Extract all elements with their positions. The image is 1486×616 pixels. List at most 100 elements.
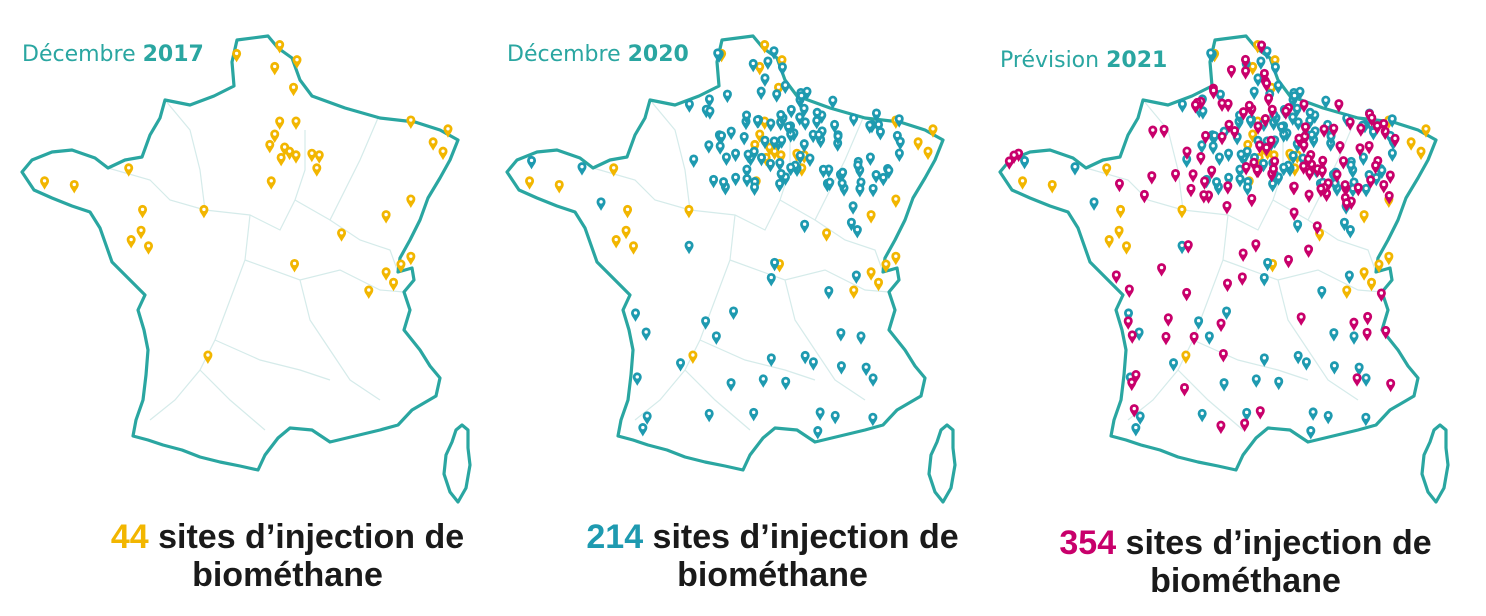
site-pin-2020 <box>713 48 723 62</box>
site-pin-2017 <box>428 137 438 151</box>
site-pin-2021 <box>1294 133 1304 148</box>
site-pin-2020 <box>1135 411 1145 425</box>
site-pin-2021 <box>1139 189 1149 204</box>
site-pin-2021 <box>1009 150 1019 164</box>
site-pin-2020 <box>760 73 770 87</box>
map-title: Décembre 2017 <box>22 42 204 67</box>
site-pin-2020 <box>1208 141 1218 155</box>
site-pin-2017 <box>866 210 876 224</box>
site-pin-2020 <box>836 328 846 342</box>
site-pin-2017 <box>1243 139 1253 154</box>
site-pin-2020 <box>837 178 847 193</box>
title-year: 2020 <box>627 42 689 67</box>
site-pin-2020 <box>1198 106 1208 120</box>
site-pin-2017 <box>891 194 901 208</box>
site-pin-2020 <box>868 183 878 198</box>
site-pin-2020 <box>1329 328 1339 342</box>
site-pin-2017 <box>69 179 79 194</box>
site-pin-2021 <box>1266 135 1276 150</box>
site-pin-2020 <box>1345 225 1355 239</box>
site-pin-2021 <box>1247 193 1257 208</box>
site-pin-2020 <box>895 136 905 151</box>
site-pin-2020 <box>775 158 785 172</box>
site-pin-2020 <box>777 62 787 76</box>
site-pin-2017 <box>307 148 317 163</box>
site-pin-2020 <box>527 155 537 170</box>
site-pin-2020 <box>1288 150 1298 165</box>
site-pin-2020 <box>641 327 651 341</box>
site-pin-2017 <box>913 137 923 151</box>
site-pin-2020 <box>1308 407 1318 421</box>
site-pin-2020 <box>1279 162 1289 177</box>
site-pin-2021 <box>1364 140 1374 155</box>
site-pin-2020 <box>766 272 776 287</box>
site-pin-2020 <box>766 118 776 133</box>
site-pin-2020 <box>765 158 775 173</box>
site-pin-2017 <box>1114 225 1124 240</box>
site-pin-2020 <box>1259 353 1269 367</box>
site-pin-2020 <box>800 219 810 234</box>
site-pin-2017 <box>621 225 631 240</box>
site-pin-2020 <box>1290 91 1300 105</box>
france-outline <box>20 34 460 472</box>
site-pin-2021 <box>1317 165 1327 180</box>
site-pin-2020 <box>1256 56 1266 70</box>
site-pin-2017 <box>1367 277 1377 292</box>
site-pin-2017 <box>1248 129 1258 143</box>
france-outline <box>505 34 945 472</box>
corsica-outline <box>927 423 957 504</box>
site-pin-2020 <box>1344 270 1354 285</box>
site-pin-2020 <box>1263 257 1273 272</box>
site-pin-2020 <box>1224 148 1234 163</box>
site-pin-2020 <box>1306 426 1316 440</box>
site-pin-2017 <box>290 258 300 273</box>
site-pin-2021 <box>1300 122 1310 136</box>
site-pin-2021 <box>1384 191 1394 205</box>
site-pin-2021 <box>1240 54 1250 69</box>
site-pin-2021 <box>1319 124 1329 138</box>
site-pin-2017 <box>1047 179 1057 194</box>
site-pin-2021 <box>1386 378 1396 393</box>
site-pin-2020 <box>1131 423 1141 437</box>
site-pin-2020 <box>1262 46 1272 60</box>
site-pin-2020 <box>846 217 856 232</box>
site-pin-2017 <box>755 61 765 76</box>
site-pin-2021 <box>1127 377 1137 392</box>
site-pin-2020 <box>684 99 694 113</box>
site-pin-2017 <box>270 129 280 143</box>
site-pin-2021 <box>1379 118 1389 133</box>
site-pin-2021 <box>1251 239 1261 253</box>
site-pin-2020 <box>1361 412 1371 427</box>
site-pin-2017 <box>292 55 302 69</box>
site-pin-2020 <box>1124 308 1134 322</box>
site-pin-2020 <box>729 306 739 320</box>
site-pin-2021 <box>1316 184 1326 198</box>
site-pin-2020 <box>1215 89 1225 104</box>
site-pin-2020 <box>848 201 858 215</box>
site-pin-2021 <box>1299 99 1309 113</box>
corsica-outline <box>442 423 472 504</box>
site-pin-2020 <box>830 119 840 134</box>
site-pin-2020 <box>865 152 875 167</box>
site-pin-2021 <box>1304 189 1314 204</box>
site-pin-2020 <box>642 411 652 425</box>
site-pin-2017 <box>1248 61 1258 76</box>
site-pin-2021 <box>1216 420 1226 435</box>
site-pin-2020 <box>577 162 587 176</box>
site-pin-2021 <box>1207 165 1217 180</box>
site-pin-2021 <box>1300 131 1310 146</box>
site-pin-2020 <box>748 58 758 73</box>
site-pin-2021 <box>1352 373 1362 387</box>
site-pin-2021 <box>1182 146 1192 161</box>
site-pin-2020 <box>1204 331 1214 345</box>
site-pin-2020 <box>731 172 741 187</box>
caption: 354 sites d’injection de biométhane <box>998 524 1486 600</box>
site-pin-2020 <box>1224 172 1234 187</box>
site-pin-2020 <box>830 410 840 425</box>
site-pin-2021 <box>1222 201 1232 215</box>
site-pin-2017 <box>275 40 285 54</box>
site-pin-2020 <box>739 132 749 146</box>
site-pin-2021 <box>1381 325 1391 340</box>
site-pin-2020 <box>763 56 773 70</box>
region-border <box>329 117 379 221</box>
